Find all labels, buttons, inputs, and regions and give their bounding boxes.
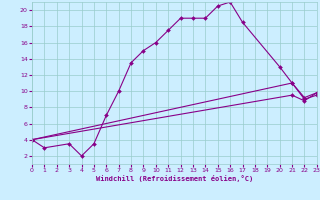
X-axis label: Windchill (Refroidissement éolien,°C): Windchill (Refroidissement éolien,°C) (96, 175, 253, 182)
